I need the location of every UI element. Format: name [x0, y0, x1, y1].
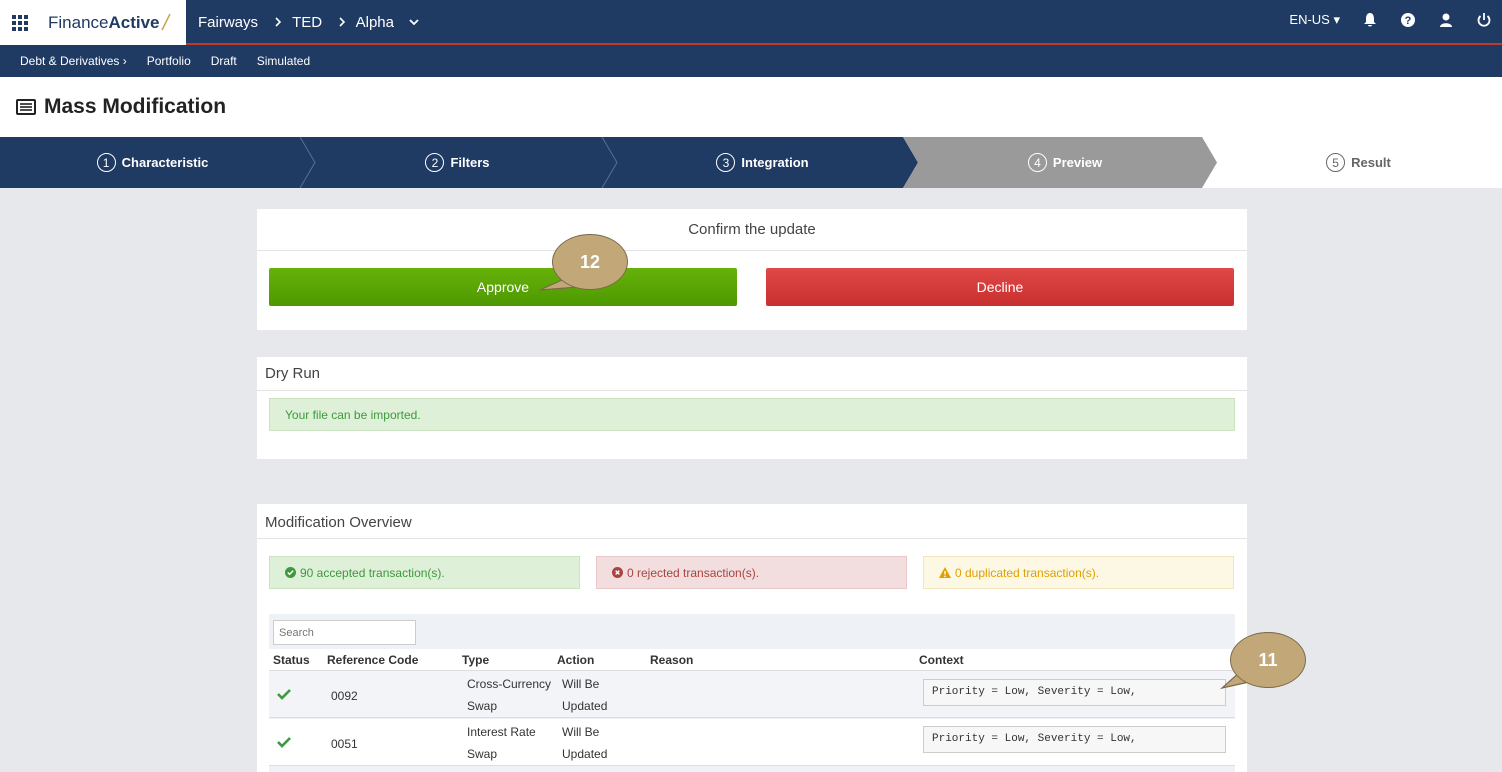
column-header-reference[interactable]: Reference Code [327, 653, 419, 667]
context-field[interactable]: Priority = Low, Severity = Low, [923, 726, 1226, 753]
step-characteristic[interactable]: 1 Characteristic [0, 137, 305, 188]
divider [257, 538, 1247, 539]
duplicated-text: 0 duplicated transaction(s). [955, 565, 1100, 580]
rejected-alert: 0 rejected transaction(s). [596, 556, 907, 589]
column-header-status[interactable]: Status [273, 653, 310, 667]
error-circle-icon [612, 567, 623, 578]
page-title-text: Mass Modification [44, 95, 227, 118]
stepper-background [0, 137, 1217, 188]
locale-selector[interactable]: EN-US ▾ [1289, 12, 1340, 27]
step-result[interactable]: 5 Result [1215, 137, 1502, 188]
step-number: 2 [425, 153, 445, 172]
step-preview[interactable]: 4 Preview [910, 137, 1220, 188]
subnav-simulated[interactable]: Simulated [256, 54, 311, 68]
list-icon [16, 99, 36, 115]
page-header: Mass Modification [0, 77, 1502, 137]
confirm-heading: Confirm the update [257, 209, 1247, 251]
check-circle-icon [285, 567, 296, 578]
sub-navigation: Debt & Derivatives › Portfolio Draft Sim… [0, 45, 1502, 77]
step-label: Characteristic [121, 155, 209, 170]
svg-text:?: ? [1405, 15, 1412, 27]
duplicated-alert: 0 duplicated transaction(s). [923, 556, 1234, 589]
dry-run-heading: Dry Run [265, 365, 321, 382]
help-icon[interactable]: ? [1400, 12, 1416, 28]
type-line-1: Interest Rate [467, 725, 536, 739]
chevron-down-icon[interactable] [409, 17, 419, 27]
brand-area: FinanceActive [0, 0, 186, 45]
chevron-right-icon [339, 17, 346, 27]
dry-run-success-alert: Your file can be imported. [269, 398, 1235, 431]
callout-badge-context: 11 [1230, 632, 1306, 688]
locale-label: EN-US [1289, 12, 1330, 27]
action-line-1: Will Be [562, 677, 600, 691]
page-title: Mass Modification [16, 95, 226, 119]
bell-icon[interactable] [1362, 12, 1378, 28]
overview-heading: Modification Overview [265, 514, 412, 531]
user-icon[interactable] [1438, 12, 1454, 28]
app-grid-icon[interactable] [12, 15, 28, 31]
column-header-action[interactable]: Action [557, 653, 595, 667]
breadcrumb: Fairways TED Alpha [198, 14, 424, 31]
accepted-text: 90 accepted transaction(s). [300, 565, 445, 580]
chevron-right-icon [275, 17, 282, 27]
step-label: Integration [741, 155, 809, 170]
subnav-section-label: Debt & Derivatives [20, 54, 120, 68]
step-number: 1 [96, 153, 116, 172]
context-field[interactable]: Priority = Low, Severity = Low, [923, 679, 1226, 706]
breadcrumb-ted[interactable]: TED [292, 14, 323, 31]
column-header-context[interactable]: Context [919, 653, 964, 667]
dry-run-panel: Dry Run Your file can be imported. [257, 357, 1247, 459]
column-header-reason[interactable]: Reason [650, 653, 694, 667]
check-icon [277, 689, 291, 700]
brand-logo[interactable]: FinanceActive [48, 13, 160, 32]
breadcrumb-alpha[interactable]: Alpha [355, 14, 394, 31]
type-line-2: Swap [467, 747, 498, 761]
subnav-section[interactable]: Debt & Derivatives › [20, 54, 127, 68]
search-input[interactable] [273, 620, 416, 645]
reference-code: 0051 [331, 737, 358, 751]
warning-icon [939, 567, 951, 578]
callout-badge-approve: 12 [552, 234, 628, 290]
subnav-portfolio[interactable]: Portfolio [146, 54, 191, 68]
rejected-text: 0 rejected transaction(s). [627, 565, 760, 580]
step-label: Preview [1052, 155, 1103, 170]
modification-overview-panel: Modification Overview 90 accepted transa… [257, 504, 1247, 772]
action-line-2: Updated [562, 747, 608, 761]
type-line-1: Cross-Currency [467, 677, 552, 691]
step-filters[interactable]: 2 Filters [305, 137, 610, 188]
logo-slash-icon [161, 13, 171, 31]
step-number: 4 [1027, 153, 1047, 172]
divider [257, 390, 1247, 391]
reference-code: 0092 [331, 689, 358, 703]
check-icon [277, 737, 291, 748]
subnav-draft[interactable]: Draft [210, 54, 237, 68]
approve-button[interactable]: Approve [269, 268, 737, 306]
step-number: 3 [716, 153, 736, 172]
dry-run-message: Your file can be imported. [285, 407, 421, 422]
column-header-type[interactable]: Type [462, 653, 490, 667]
table-row[interactable]: 0051 Interest Rate Swap Will Be Updated … [269, 719, 1235, 766]
step-integration[interactable]: 3 Integration [610, 137, 915, 188]
type-line-2: Swap [467, 699, 498, 713]
top-right-tools: EN-US ▾ ? [1289, 12, 1492, 28]
decline-button[interactable]: Decline [766, 268, 1234, 306]
transactions-table: Status Reference Code Type Action Reason… [269, 614, 1235, 772]
table-header: Status Reference Code Type Action Reason… [269, 649, 1235, 671]
top-bar: FinanceActive Fairways TED Alpha EN-US ▾… [0, 0, 1502, 45]
step-number: 5 [1326, 153, 1346, 172]
action-line-1: Will Be [562, 725, 600, 739]
table-row[interactable]: 0092 Cross-Currency Swap Will Be Updated… [269, 671, 1235, 718]
step-label: Result [1351, 155, 1391, 170]
breadcrumb-fairways[interactable]: Fairways [198, 14, 259, 31]
power-icon[interactable] [1476, 12, 1492, 28]
step-label: Filters [450, 155, 490, 170]
action-line-2: Updated [562, 699, 608, 713]
accepted-alert: 90 accepted transaction(s). [269, 556, 580, 589]
